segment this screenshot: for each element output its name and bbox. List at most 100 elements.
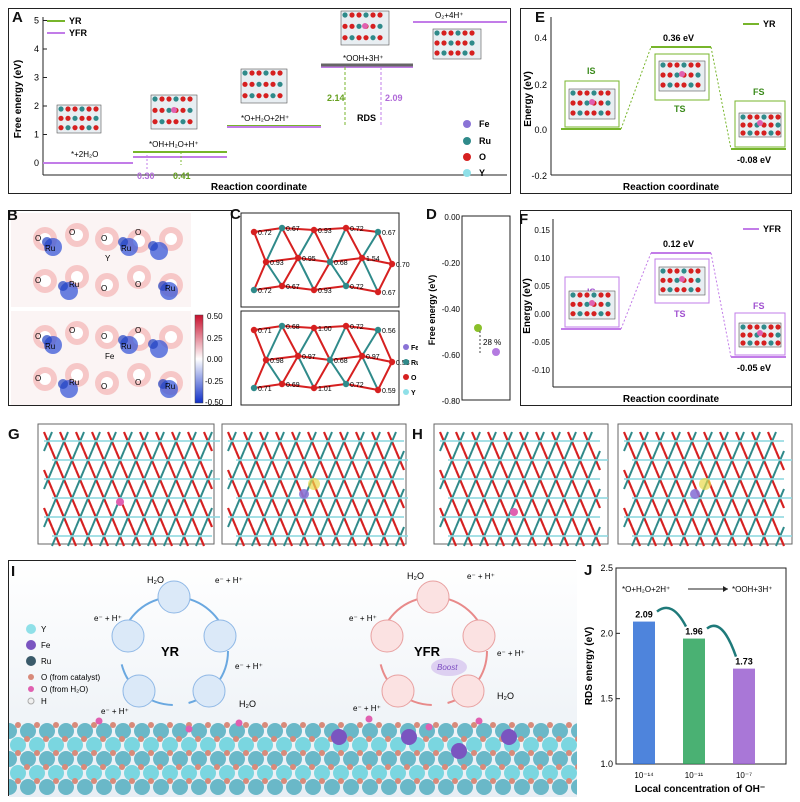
svg-text:H₂O: H₂O xyxy=(147,575,164,585)
j-bar-label: 1.96 xyxy=(685,627,703,637)
adsorbate xyxy=(589,99,595,105)
atom xyxy=(180,119,186,125)
atom xyxy=(263,93,269,99)
atom xyxy=(605,90,611,96)
svg-text:IS: IS xyxy=(587,66,596,76)
b-atom-label: O xyxy=(135,228,141,237)
atom xyxy=(72,106,78,112)
svg-text:Ru: Ru xyxy=(411,360,418,367)
atom xyxy=(166,119,172,125)
panel-b-label: B xyxy=(7,207,18,224)
a-rds: RDS xyxy=(357,113,376,123)
atom xyxy=(570,100,576,106)
panel-i-label: I xyxy=(11,563,16,580)
c-bond-value: 0.98 xyxy=(270,358,284,365)
atom xyxy=(740,332,746,338)
c-bond-value: 0.95 xyxy=(302,256,316,263)
atom xyxy=(688,72,694,78)
svg-text:RDS energy (eV): RDS energy (eV) xyxy=(584,627,595,705)
atom xyxy=(277,93,283,99)
atom xyxy=(570,292,576,298)
panel-d-chart: 0.00 -0.20 -0.40 -0.60 -0.80 Free energy… xyxy=(427,213,511,406)
atom xyxy=(278,224,286,232)
atom xyxy=(577,90,583,96)
atom xyxy=(761,340,767,346)
atom xyxy=(660,277,666,283)
atom xyxy=(152,96,158,102)
svg-text:Fe: Fe xyxy=(479,119,490,129)
atom xyxy=(469,30,475,36)
atom xyxy=(584,311,590,317)
atom xyxy=(72,125,78,131)
j-ytick: 2.5 xyxy=(600,563,613,573)
atom xyxy=(250,384,258,392)
c-bond-value: 0.72 xyxy=(350,324,364,331)
atom xyxy=(310,226,318,234)
atom xyxy=(159,96,165,102)
b-atom-label: Ru xyxy=(69,378,79,387)
atom xyxy=(374,386,382,394)
svg-text:e⁻ + H⁺: e⁻ + H⁺ xyxy=(235,662,263,671)
atom xyxy=(598,292,604,298)
c-bond-value: 0.72 xyxy=(258,288,272,295)
atom xyxy=(349,12,355,18)
c-bond-value: 1.01 xyxy=(318,386,332,393)
svg-text:0.0: 0.0 xyxy=(534,125,547,135)
a-state-1: *OH+H₂O+H⁺ xyxy=(149,140,199,149)
atom xyxy=(278,322,286,330)
j-category: 10⁻⁷ xyxy=(736,771,752,780)
atom xyxy=(159,107,165,113)
atom xyxy=(584,100,590,106)
adsorbate xyxy=(679,71,685,77)
atom xyxy=(326,356,334,364)
atom xyxy=(660,82,666,88)
b-atom-label: Ru xyxy=(45,342,55,351)
atom xyxy=(434,50,440,56)
adsorbate xyxy=(362,23,368,29)
svg-text:-0.05 eV: -0.05 eV xyxy=(737,363,771,373)
j-ytick: 1.5 xyxy=(600,694,613,704)
atom xyxy=(570,301,576,307)
atom xyxy=(695,72,701,78)
atom xyxy=(660,287,666,293)
c-bond-value: 0.56 xyxy=(382,328,396,335)
c-bond-value: 0.72 xyxy=(350,226,364,233)
svg-text:Y: Y xyxy=(411,390,416,397)
atom xyxy=(674,277,680,283)
atom xyxy=(242,93,248,99)
atom xyxy=(674,268,680,274)
panel-i: YR H₂O e⁻ + H⁺ e⁻ + H⁺ e⁻ + H⁺ e⁻ + H⁺ H… xyxy=(1,560,619,797)
atom xyxy=(356,35,362,41)
atom xyxy=(591,311,597,317)
atom xyxy=(775,340,781,346)
atom xyxy=(250,228,258,236)
svg-text:0.12 eV: 0.12 eV xyxy=(663,239,694,249)
atom xyxy=(469,50,475,56)
atom xyxy=(159,119,165,125)
atom xyxy=(342,224,350,232)
panel-j-chart: RDS energy (eV) Local concentration of O… xyxy=(584,563,787,795)
b-atom-label: Ru xyxy=(165,284,175,293)
b-atom-label: O xyxy=(135,326,141,335)
svg-text:O (from catalyst): O (from catalyst) xyxy=(41,673,100,682)
atom xyxy=(462,40,468,46)
j-category: 10⁻¹⁴ xyxy=(634,771,654,780)
atom xyxy=(65,125,71,131)
b-atom-label: Ru xyxy=(69,280,79,289)
atom xyxy=(448,40,454,46)
b-atom-label: O xyxy=(101,284,107,293)
atom xyxy=(86,115,92,121)
atom xyxy=(58,115,64,121)
svg-text:0.4: 0.4 xyxy=(534,33,547,43)
atom xyxy=(768,324,774,330)
atom xyxy=(434,30,440,36)
c-bond-value: 0.68 xyxy=(286,324,300,331)
a-ytick: 1 xyxy=(34,130,39,140)
atom xyxy=(349,35,355,41)
svg-text:0.05: 0.05 xyxy=(534,282,550,291)
atom xyxy=(775,324,781,330)
panel-c-label: C xyxy=(230,206,241,223)
atom xyxy=(262,356,270,364)
atom xyxy=(294,352,302,360)
b-atom-label: O xyxy=(135,378,141,387)
